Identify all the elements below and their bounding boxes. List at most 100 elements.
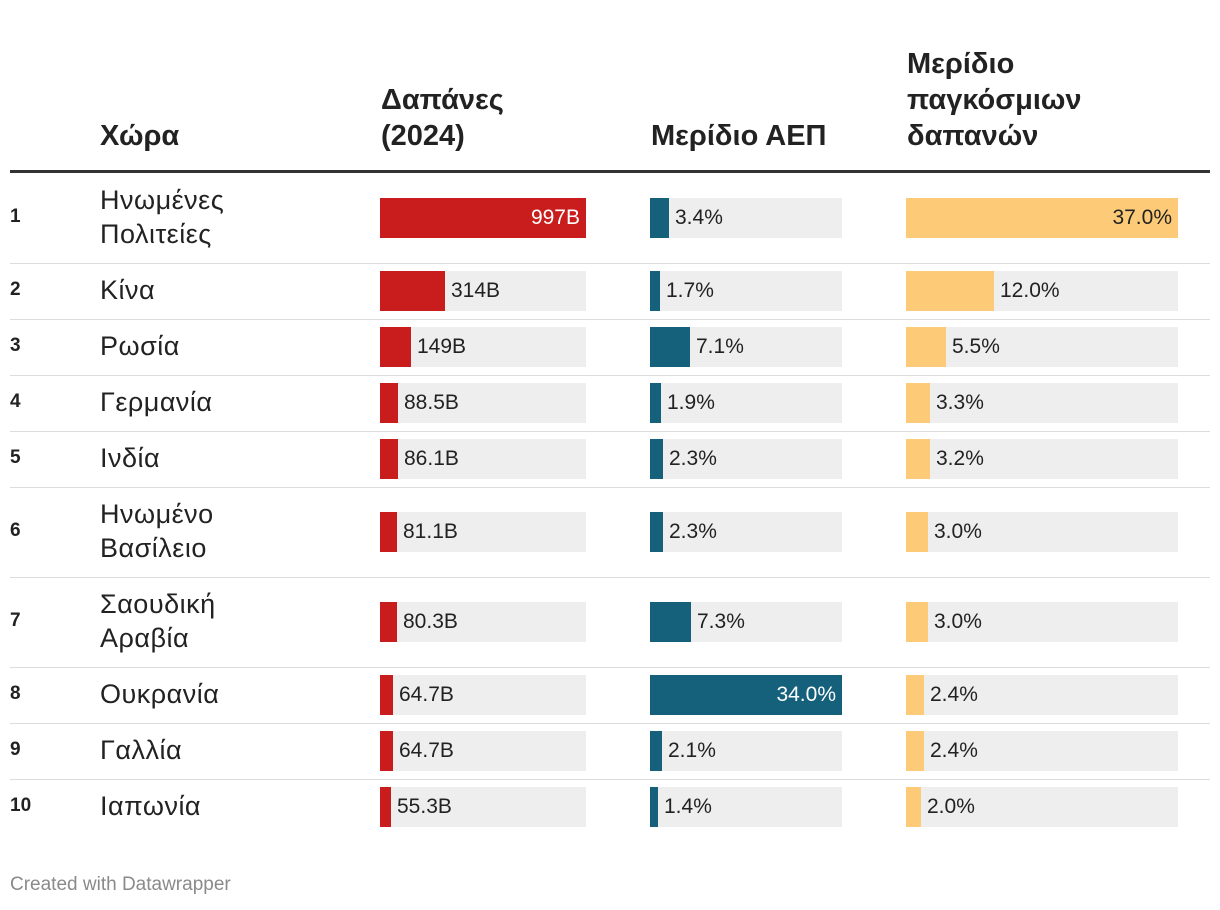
gdp-bar xyxy=(650,439,663,479)
world-bar-track: 2.4% xyxy=(906,675,1178,715)
spending-bar xyxy=(380,787,391,827)
spending-bar xyxy=(380,439,398,479)
spending-bar-track: 314B xyxy=(380,271,586,311)
gdp-bar xyxy=(650,512,663,552)
gdp-value-label: 1.9% xyxy=(667,391,715,414)
row-rank: 1 xyxy=(10,206,21,227)
gdp-bar xyxy=(650,198,669,238)
row-country: Ηνωμένο Βασίλειο xyxy=(100,497,214,565)
world-bar-track: 3.0% xyxy=(906,602,1178,642)
header-world-share-line-1: Μερίδιο xyxy=(907,48,1015,80)
spending-bar xyxy=(380,731,393,771)
table-row: 5 Ινδία xyxy=(10,431,1210,487)
spending-value-label: 88.5B xyxy=(404,391,459,414)
spending-value-label: 64.7B xyxy=(399,739,454,762)
world-bar-track: 37.0% xyxy=(906,198,1178,238)
spending-value-label: 314B xyxy=(451,279,501,302)
spending-bar-track: 55.3B xyxy=(380,787,586,827)
row-rank: 2 xyxy=(10,279,21,300)
table-row: 9 Γαλλία xyxy=(10,723,1210,779)
world-bar xyxy=(906,383,930,423)
spending-bar-track: 81.1B xyxy=(380,512,586,552)
row-country-line: Ιαπωνία xyxy=(100,791,202,821)
gdp-bar-track: 7.1% xyxy=(650,327,842,367)
gdp-bar xyxy=(650,327,690,367)
world-value-label: 2.4% xyxy=(930,739,978,762)
spending-bar-track: 86.1B xyxy=(380,439,586,479)
row-divider xyxy=(10,263,1210,264)
spending-bar xyxy=(380,602,397,642)
row-country: Σαουδική Αραβία xyxy=(100,587,216,655)
row-country-line: Ινδία xyxy=(100,443,161,473)
row-country-line: Σαουδική xyxy=(100,589,216,619)
spending-bar-track: 149B xyxy=(380,327,586,367)
gdp-bar xyxy=(650,731,662,771)
row-country: Ηνωμένες Πολιτείες xyxy=(100,183,224,251)
row-rank: 6 xyxy=(10,520,21,541)
row-divider xyxy=(10,723,1210,724)
header-spending-line-1: Δαπάνες xyxy=(381,84,504,116)
spending-bar xyxy=(380,271,445,311)
row-country-line: Αραβία xyxy=(100,623,190,653)
world-value-label: 3.2% xyxy=(936,447,984,470)
row-rank: 5 xyxy=(10,447,21,468)
header-divider xyxy=(10,170,1210,173)
row-country: Ουκρανία xyxy=(100,677,219,711)
world-value-label: 2.0% xyxy=(927,795,975,818)
gdp-value-label: 34.0% xyxy=(776,683,836,706)
spending-bar-track: 80.3B xyxy=(380,602,586,642)
row-country-line: Ηνωμένες xyxy=(100,185,225,215)
spending-bar xyxy=(380,198,586,238)
table-row: 4 Γερμανία xyxy=(10,375,1210,431)
row-divider xyxy=(10,577,1210,578)
row-country: Ινδία xyxy=(100,441,160,475)
gdp-bar-track: 3.4% xyxy=(650,198,842,238)
gdp-bar-track: 1.4% xyxy=(650,787,842,827)
world-value-label: 2.4% xyxy=(930,683,978,706)
gdp-value-label: 2.1% xyxy=(668,739,716,762)
header-world-share-line-3: δαπανών xyxy=(907,120,1039,152)
world-bar-track: 2.0% xyxy=(906,787,1178,827)
spending-bar xyxy=(380,383,398,423)
gdp-bar xyxy=(650,675,842,715)
gdp-bar-track: 1.9% xyxy=(650,383,842,423)
spending-value-label: 86.1B xyxy=(404,447,459,470)
world-value-label: 3.3% xyxy=(936,391,984,414)
world-value-label: 3.0% xyxy=(934,520,982,543)
row-country: Γαλλία xyxy=(100,733,182,767)
world-bar xyxy=(906,271,994,311)
row-country: Ρωσία xyxy=(100,329,180,363)
row-country: Κίνα xyxy=(100,273,155,307)
table-row: 8 Ουκρανία xyxy=(10,667,1210,723)
gdp-bar xyxy=(650,602,691,642)
spending-bar xyxy=(380,327,411,367)
gdp-value-label: 1.7% xyxy=(666,279,714,302)
spending-bar-track: 997B xyxy=(380,198,586,238)
header-world-share-line-2: παγκόσμιων xyxy=(907,84,1082,116)
row-divider xyxy=(10,319,1210,320)
gdp-bar-track: 2.3% xyxy=(650,439,842,479)
row-country-line: Πολιτείες xyxy=(100,219,212,249)
header-world-share: Μερίδιο παγκόσμιων δαπανών xyxy=(907,46,1082,154)
spending-value-label: 81.1B xyxy=(403,520,458,543)
header-gdp-share-label: Μερίδιο ΑΕΠ xyxy=(651,120,827,152)
footer-credit: Created with Datawrapper xyxy=(10,874,231,895)
world-bar xyxy=(906,198,1178,238)
row-country-line: Ουκρανία xyxy=(100,679,220,709)
spending-value-label: 997B xyxy=(530,206,580,229)
world-bar-track: 12.0% xyxy=(906,271,1178,311)
row-divider xyxy=(10,779,1210,780)
gdp-value-label: 3.4% xyxy=(675,206,723,229)
gdp-value-label: 2.3% xyxy=(669,520,717,543)
row-divider xyxy=(10,375,1210,376)
gdp-bar xyxy=(650,787,658,827)
row-rank: 10 xyxy=(10,795,32,816)
row-rank: 8 xyxy=(10,683,21,704)
spending-bar-track: 88.5B xyxy=(380,383,586,423)
world-value-label: 12.0% xyxy=(1000,279,1060,302)
world-bar-track: 5.5% xyxy=(906,327,1178,367)
gdp-bar xyxy=(650,271,660,311)
row-country-line: Κίνα xyxy=(100,275,156,305)
row-country-line: Ηνωμένο xyxy=(100,499,214,529)
world-bar xyxy=(906,512,928,552)
